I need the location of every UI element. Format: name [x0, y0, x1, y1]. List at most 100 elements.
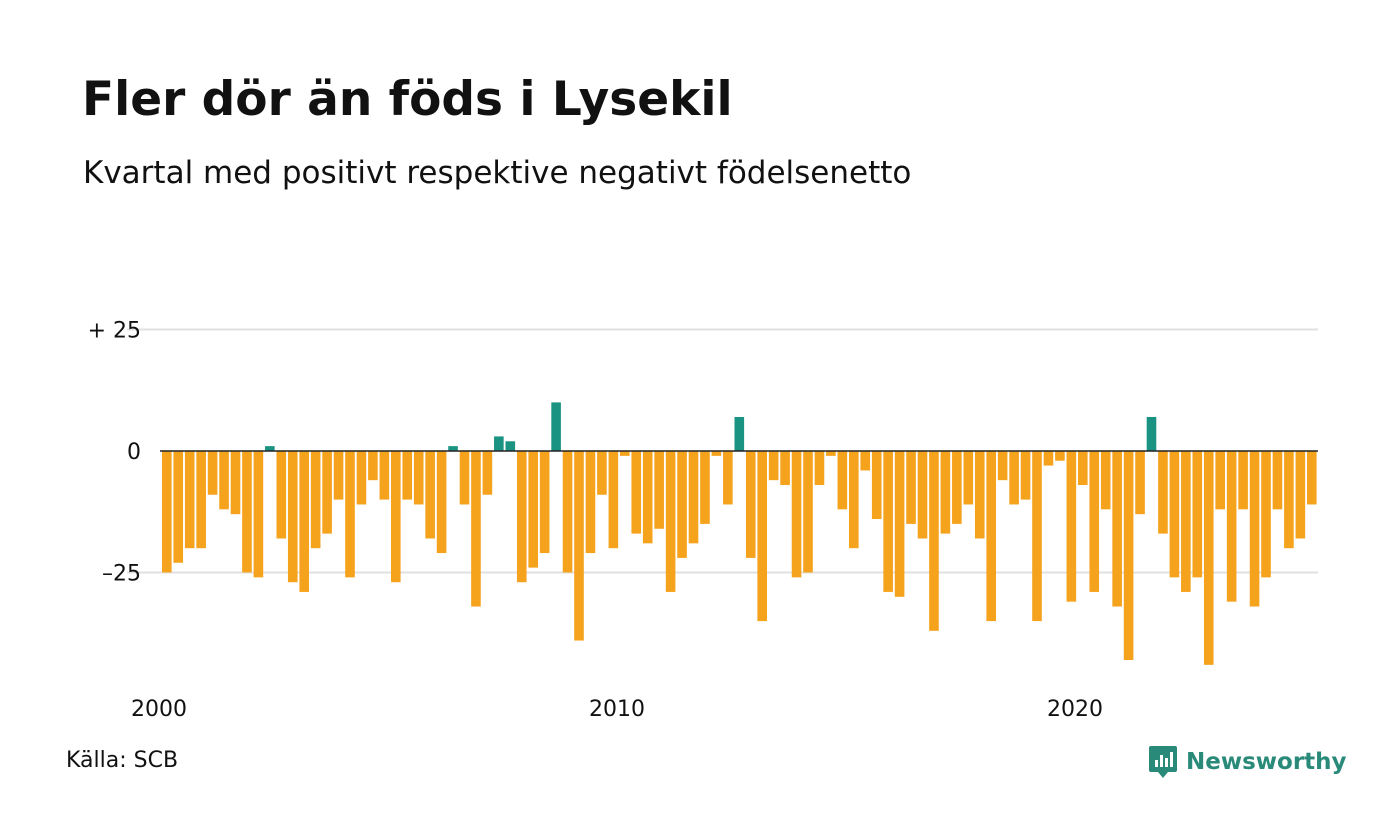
x-tick-label: 2020 [1047, 697, 1103, 722]
bar [860, 451, 871, 471]
bar [677, 451, 687, 558]
bar [906, 451, 916, 524]
bar [1272, 451, 1283, 510]
bar [276, 451, 287, 539]
bar [1238, 451, 1248, 510]
bar [368, 451, 378, 481]
bar [1158, 451, 1168, 534]
bar [940, 451, 951, 534]
bar [505, 441, 516, 451]
bar [1123, 451, 1134, 660]
bar [1295, 451, 1306, 539]
bar [436, 451, 447, 554]
bar [1112, 451, 1122, 607]
bar [471, 451, 481, 607]
bar [997, 451, 1008, 481]
bar [162, 451, 172, 573]
bar [1032, 451, 1042, 622]
bar [1055, 451, 1065, 461]
bar [459, 451, 470, 505]
bar [849, 451, 859, 549]
bar [333, 451, 344, 500]
bar [917, 451, 928, 539]
bar [1307, 451, 1317, 505]
bar [494, 436, 504, 451]
newsworthy-logo-icon [1149, 746, 1177, 778]
bar [700, 451, 710, 524]
bar [894, 451, 905, 597]
bar [379, 451, 390, 500]
bar [1100, 451, 1111, 510]
bar [688, 451, 699, 544]
bar [448, 446, 458, 451]
bar [345, 451, 355, 578]
bar [1043, 451, 1054, 466]
bar [1135, 451, 1145, 515]
source-label: Källa: SCB [66, 748, 179, 773]
bar [1192, 451, 1203, 578]
bar [654, 451, 664, 529]
bar [974, 451, 985, 539]
bar [425, 451, 435, 539]
bar [402, 451, 413, 500]
bar [207, 451, 218, 495]
y-tick-label: 0 [127, 440, 141, 465]
bar [356, 451, 367, 505]
bar [482, 451, 493, 495]
bar [585, 451, 596, 554]
bar [528, 451, 538, 568]
x-tick-label: 2010 [589, 697, 645, 722]
bar [608, 451, 619, 549]
bar [322, 451, 332, 534]
bar [963, 451, 974, 505]
bar [871, 451, 882, 520]
bar [791, 451, 802, 578]
bar [1089, 451, 1100, 592]
chart-title: Fler dör än föds i Lysekil [82, 72, 733, 127]
bar [265, 446, 275, 451]
bar [723, 451, 733, 505]
bar [986, 451, 996, 622]
bar [310, 451, 321, 549]
bar [287, 451, 298, 583]
bar [230, 451, 241, 515]
axes: + 25 0 –25 2000 2010 2020 [88, 319, 1318, 722]
bar [803, 451, 813, 573]
bar [574, 451, 584, 641]
bar [734, 416, 745, 451]
bar [219, 451, 229, 510]
brand-name: Newsworthy [1186, 749, 1347, 775]
bar [711, 451, 722, 456]
newsworthy-logo: Newsworthy [1148, 744, 1347, 780]
bar [952, 451, 962, 524]
bar [1169, 451, 1180, 578]
bar [1261, 451, 1271, 578]
y-tick-label: –25 [102, 562, 141, 587]
bar [413, 451, 424, 505]
bar [768, 451, 779, 481]
bar-chart: + 25 0 –25 2000 2010 2020 [88, 319, 1318, 722]
bar [745, 451, 756, 558]
bar [1009, 451, 1019, 505]
bar [837, 451, 848, 510]
bars [162, 402, 1317, 665]
bar [1066, 451, 1077, 602]
bar [1203, 451, 1214, 665]
bar [539, 451, 550, 554]
bar [757, 451, 767, 622]
bar [391, 451, 401, 583]
bar [1146, 416, 1157, 451]
bar [1249, 451, 1260, 607]
bar [620, 451, 630, 456]
bar [631, 451, 642, 534]
bar [642, 451, 653, 544]
y-tick-label: + 25 [88, 319, 141, 344]
bar [253, 451, 264, 578]
bar [1020, 451, 1031, 500]
bar [562, 451, 573, 573]
bar [883, 451, 893, 592]
bar [242, 451, 252, 573]
bar [173, 451, 184, 563]
bar [551, 402, 561, 451]
bar [597, 451, 607, 495]
